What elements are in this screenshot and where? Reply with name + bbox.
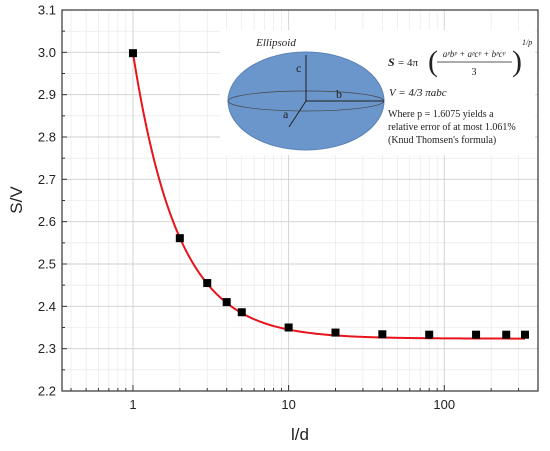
inset-note-line-2: relative error of at most 1.061%	[388, 122, 516, 133]
axis-b-label: b	[336, 87, 342, 101]
y-tick-label: 2.5	[38, 257, 56, 272]
formula-s-rhs: = 4π	[398, 57, 418, 69]
axis-c-label: c	[296, 61, 301, 75]
y-tick-labels: 2.2 2.3 2.4 2.5 2.6 2.7 2.8 2.9 3.0 3.1	[38, 3, 56, 399]
data-point	[502, 330, 511, 339]
data-point	[378, 330, 387, 339]
formula-s-numerator: aᵖbᵖ + aᵖcᵖ + bᵖcᵖ	[443, 49, 506, 59]
axis-a-line	[288, 100, 307, 128]
formula-s-paren-right: )	[512, 45, 522, 78]
data-point	[472, 330, 481, 339]
x-tick-label: 100	[433, 397, 455, 412]
y-tick-label: 3.1	[38, 3, 56, 18]
fit-curve	[131, 53, 526, 340]
data-point	[222, 298, 231, 307]
y-tick-label: 2.3	[38, 341, 56, 356]
x-tick-label: 10	[281, 397, 295, 412]
data-point	[284, 323, 293, 332]
data-point	[203, 279, 212, 288]
y-tick-label: 3.0	[38, 45, 56, 60]
inset-note-line-3: (Knud Thomsen's formula)	[388, 135, 496, 146]
formula-s-denominator: 3	[472, 67, 477, 78]
data-markers	[128, 49, 529, 339]
x-tick-label: 1	[129, 397, 136, 412]
x-tick-labels: 1 10 100	[129, 397, 455, 412]
inset-note-line-1: Where p = 1.6075 yields a	[388, 109, 494, 120]
y-tick-label: 2.6	[38, 214, 56, 229]
axis-a-label: a	[283, 107, 289, 121]
y-tick-label: 2.8	[38, 130, 56, 145]
data-point	[237, 308, 246, 317]
formula-s-lhs: S	[388, 55, 395, 69]
formula-v: V = 4/3 πabc	[389, 87, 447, 99]
axis-ticks	[62, 9, 539, 392]
data-point	[520, 330, 529, 339]
y-tick-label: 2.9	[38, 87, 56, 102]
y-tick-label: 2.2	[38, 384, 56, 399]
ellipsoid-inset: Ellipsoid c b a S = 4π ( aᵖbᵖ + aᵖcᵖ + b…	[220, 30, 535, 155]
data-point	[331, 328, 340, 337]
formula-s-paren-left: (	[428, 45, 438, 78]
formula-s-exponent: 1/p	[522, 38, 532, 47]
x-axis-title: l/d	[291, 425, 309, 444]
data-point	[175, 234, 184, 243]
y-axis-title: S/V	[7, 186, 26, 214]
data-point	[128, 49, 137, 58]
inset-title: Ellipsoid	[255, 37, 296, 49]
y-tick-label: 2.4	[38, 299, 56, 314]
y-tick-label: 2.7	[38, 172, 56, 187]
data-point	[425, 330, 434, 339]
